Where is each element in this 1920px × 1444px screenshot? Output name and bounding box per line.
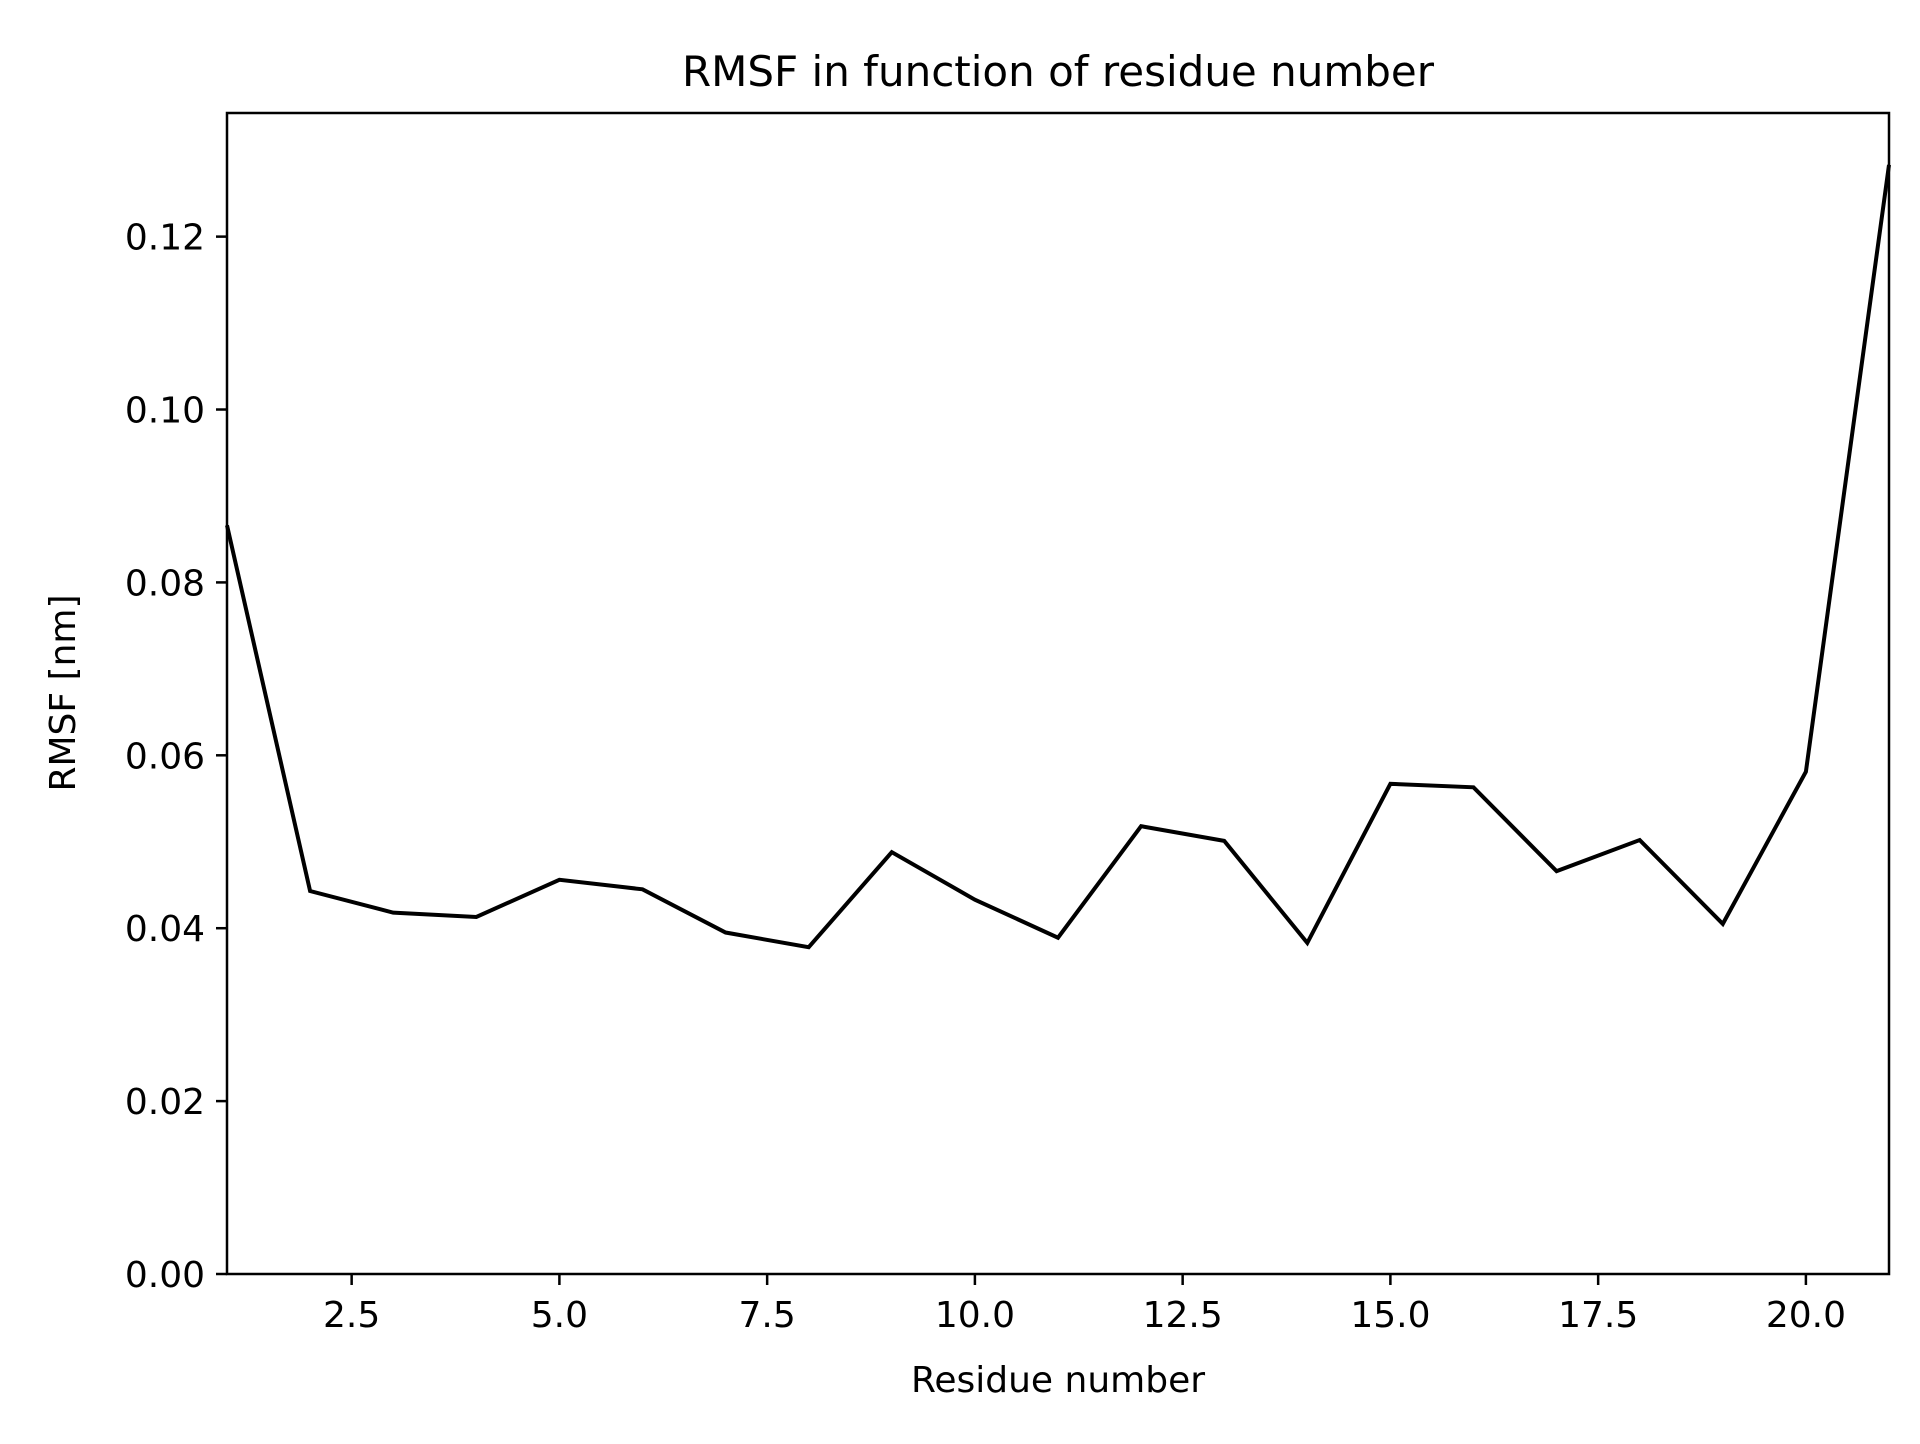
y-tick-label: 0.02 [125,1082,205,1123]
x-tick-label: 7.5 [739,1295,796,1336]
x-tick-label: 10.0 [935,1295,1015,1336]
x-tick-label: 2.5 [323,1295,380,1336]
y-tick-label: 0.08 [125,563,205,604]
y-tick-label: 0.10 [125,391,205,432]
x-tick-label: 12.5 [1143,1295,1223,1336]
x-tick-label: 5.0 [531,1295,588,1336]
y-tick-label: 0.00 [125,1255,205,1296]
x-tick-label: 15.0 [1350,1295,1430,1336]
y-tick-label: 0.04 [125,909,205,950]
y-tick-label: 0.06 [125,736,205,777]
x-axis-label: Residue number [911,1360,1205,1401]
x-tick-label: 20.0 [1766,1295,1846,1336]
x-tick-label: 17.5 [1558,1295,1638,1336]
y-tick-label: 0.12 [125,218,205,259]
y-axis-label: RMSF [nm] [43,594,84,791]
chart-title: RMSF in function of residue number [682,47,1435,96]
